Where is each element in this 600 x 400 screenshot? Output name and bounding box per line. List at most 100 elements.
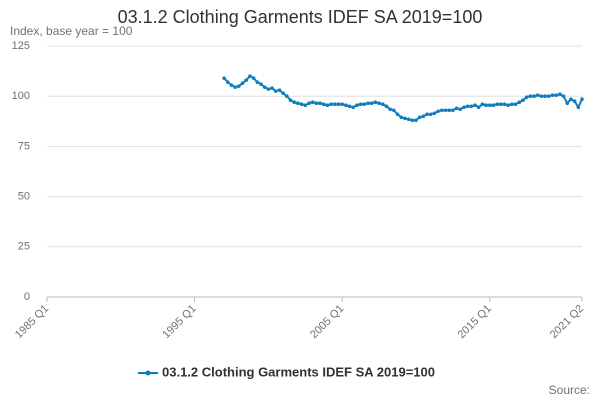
- y-tick-label: 50: [18, 191, 30, 203]
- point: [373, 100, 378, 105]
- point: [384, 104, 389, 109]
- point: [561, 94, 566, 98]
- point: [332, 102, 337, 107]
- point: [233, 85, 237, 89]
- point: [281, 91, 285, 95]
- point: [299, 102, 304, 107]
- point: [318, 101, 322, 106]
- point: [469, 104, 474, 109]
- point: [285, 94, 289, 98]
- point: [524, 95, 529, 100]
- point: [487, 103, 492, 108]
- point: [325, 103, 330, 108]
- point: [535, 93, 540, 97]
- point: [447, 108, 451, 113]
- point: [240, 81, 245, 85]
- point: [296, 101, 300, 106]
- point: [222, 76, 226, 80]
- point: [303, 103, 308, 108]
- point: [314, 101, 319, 106]
- point: [476, 105, 481, 110]
- point: [347, 104, 352, 109]
- point: [307, 101, 311, 106]
- point: [458, 107, 463, 112]
- point: [506, 103, 511, 108]
- point: [414, 118, 418, 123]
- x-tick-label: 1995 Q1: [160, 303, 198, 341]
- point: [554, 93, 558, 97]
- y-tick-label: 100: [12, 90, 30, 102]
- point: [572, 99, 577, 104]
- point: [539, 94, 544, 98]
- point: [546, 94, 551, 98]
- x-tick-label: 2015 Q1: [456, 303, 494, 341]
- point: [244, 78, 249, 82]
- point: [550, 93, 555, 97]
- point: [580, 97, 584, 102]
- point: [248, 74, 252, 78]
- point: [262, 85, 267, 89]
- point: [436, 109, 440, 114]
- point: [392, 108, 396, 113]
- point: [565, 101, 570, 106]
- point: [499, 102, 503, 107]
- point: [377, 101, 381, 106]
- point: [355, 103, 359, 108]
- point: [473, 103, 477, 108]
- source: Source:: [549, 383, 590, 397]
- point: [273, 89, 278, 93]
- point: [428, 112, 433, 117]
- point: [532, 94, 536, 98]
- point: [510, 102, 514, 107]
- point: [310, 100, 315, 105]
- point: [399, 115, 404, 120]
- legend-marker: [145, 370, 151, 376]
- point: [362, 102, 367, 107]
- point: [443, 108, 448, 113]
- y-tick-label: 125: [12, 40, 30, 52]
- point: [259, 82, 263, 86]
- point: [569, 97, 573, 102]
- point: [255, 80, 260, 84]
- point: [454, 106, 459, 111]
- x-tick-label: 1985 Q1: [13, 303, 51, 341]
- point: [432, 111, 437, 116]
- point: [425, 112, 429, 117]
- point: [439, 108, 444, 113]
- point: [502, 102, 507, 107]
- y-tick-label: 75: [18, 140, 30, 152]
- point: [369, 101, 374, 106]
- series-line: [223, 74, 583, 122]
- point: [351, 105, 356, 110]
- point: [517, 100, 522, 105]
- chart-title: 03.1.2 Clothing Garments IDEF SA 2019=10…: [118, 7, 483, 27]
- point: [380, 102, 385, 107]
- y-tick-label: 0: [24, 291, 30, 303]
- point: [344, 103, 348, 108]
- point: [521, 98, 525, 103]
- point: [410, 118, 415, 123]
- point: [340, 102, 344, 107]
- point: [421, 114, 426, 119]
- point: [558, 92, 562, 96]
- point: [237, 84, 241, 88]
- point: [277, 88, 282, 92]
- point: [358, 102, 363, 107]
- point: [336, 102, 341, 107]
- point: [251, 76, 256, 80]
- x-tick-label: 2005 Q1: [308, 303, 346, 341]
- point: [491, 103, 496, 108]
- point: [406, 117, 411, 122]
- point: [451, 108, 455, 113]
- point: [229, 83, 234, 87]
- point: [292, 100, 297, 105]
- point: [465, 104, 470, 109]
- point: [388, 107, 392, 112]
- point: [395, 112, 400, 117]
- y-tick-label: 25: [18, 241, 30, 253]
- point: [480, 102, 485, 107]
- point: [270, 86, 274, 90]
- point: [528, 94, 533, 98]
- point: [543, 94, 547, 98]
